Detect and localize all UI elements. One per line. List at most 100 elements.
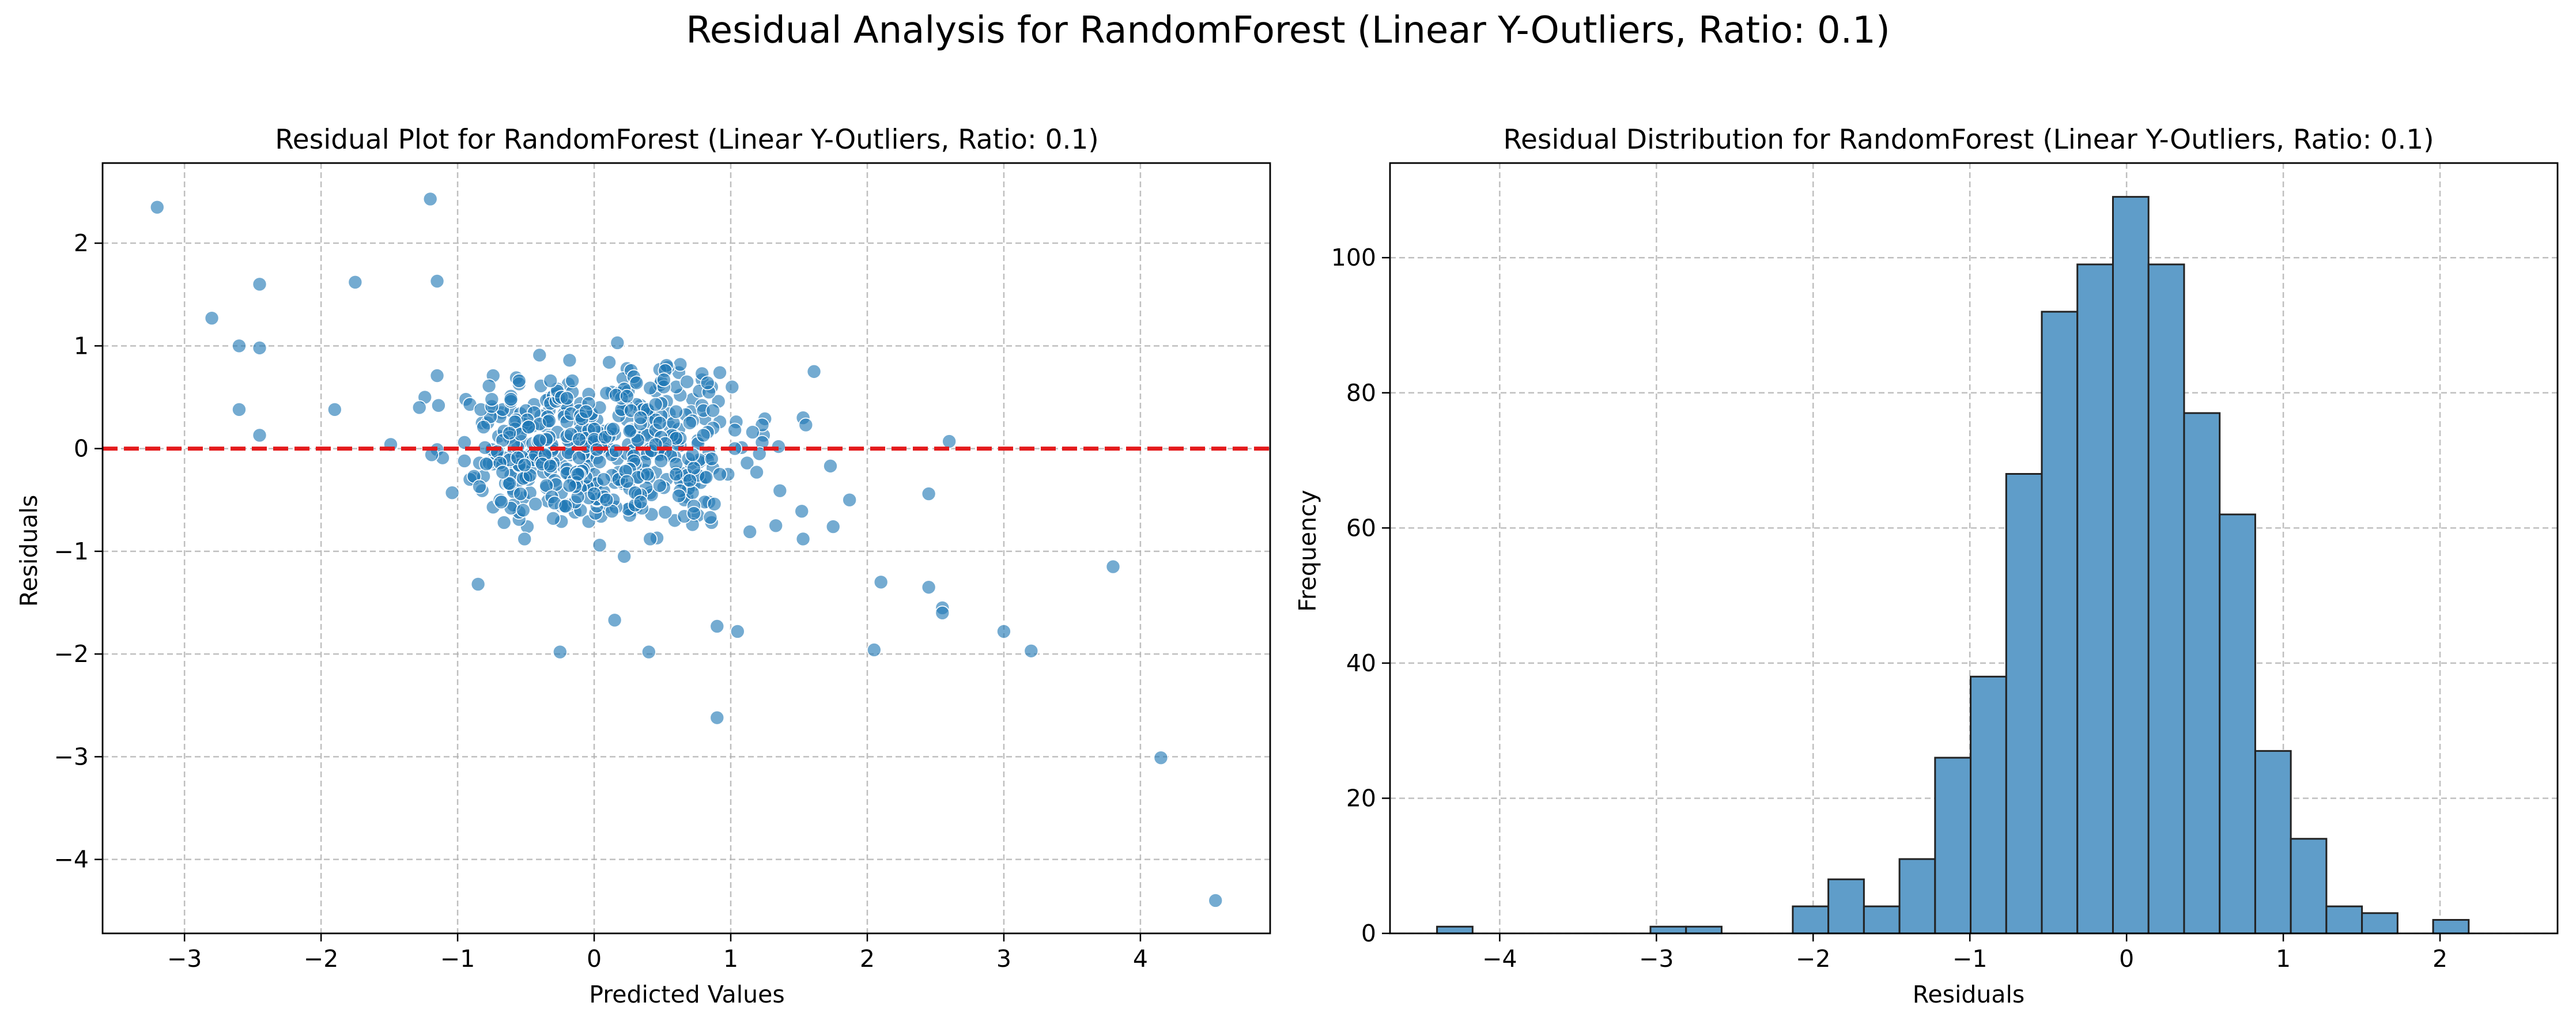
scatter-x-tick-label: 4	[1133, 945, 1148, 973]
scatter-point	[795, 531, 811, 547]
scatter-point	[921, 580, 936, 595]
scatter-point	[633, 494, 648, 510]
scatter-point	[562, 353, 577, 368]
scatter-point	[252, 428, 267, 443]
histogram-x-tick-label: 1	[2276, 945, 2291, 973]
scatter-point	[559, 391, 575, 406]
scatter-y-tick-label: 2	[74, 229, 89, 257]
scatter-point	[671, 488, 686, 504]
scatter-point	[1105, 559, 1121, 574]
scatter-point	[673, 357, 688, 372]
scatter-point	[542, 413, 557, 429]
scatter-point	[232, 402, 247, 417]
scatter-point	[648, 397, 663, 412]
residual-histogram-panel: Residual Distribution for RandomForest (…	[1294, 124, 2559, 1008]
scatter-point	[633, 410, 648, 425]
histogram-y-tick-label: 80	[1346, 379, 1376, 407]
scatter-xlabel: Predicted Values	[589, 981, 784, 1008]
scatter-point	[686, 506, 701, 521]
scatter-point	[700, 375, 715, 391]
residual-scatter-panel: Residual Plot for RandomForest (Linear Y…	[15, 124, 1271, 1008]
scatter-point	[739, 455, 755, 471]
histogram-bar	[1863, 905, 1901, 935]
histogram-bar	[2147, 263, 2185, 935]
scatter-point	[411, 400, 427, 415]
scatter-axes-frame	[101, 162, 1271, 935]
scatter-point	[517, 457, 532, 472]
histogram-axes-frame	[1389, 162, 2559, 935]
scatter-point	[685, 485, 700, 501]
scatter-point	[707, 497, 722, 512]
scatter-point	[622, 423, 637, 439]
histogram-bar	[2076, 263, 2114, 935]
histogram-bar	[2290, 838, 2328, 935]
histogram-bar	[2005, 472, 2043, 935]
histogram-bar	[2112, 196, 2150, 935]
scatter-point	[149, 199, 165, 215]
scatter-point	[457, 435, 472, 450]
scatter-point	[704, 451, 719, 467]
histogram-x-tick-label: −1	[1952, 945, 1987, 973]
scatter-point	[431, 398, 446, 413]
scatter-point	[513, 486, 528, 501]
scatter-point	[543, 373, 558, 388]
histogram-bar	[2432, 919, 2470, 935]
histogram-bar	[2041, 311, 2079, 935]
histogram-bar	[1970, 675, 2007, 935]
scatter-point	[686, 460, 701, 476]
scatter-point	[599, 492, 614, 508]
scatter-point	[942, 434, 957, 449]
scatter-point	[806, 364, 822, 379]
scatter-point	[532, 433, 547, 448]
scatter-x-tick-label: −2	[304, 945, 338, 973]
scatter-point	[252, 341, 267, 355]
scatter-point	[640, 467, 655, 482]
histogram-bar	[2361, 912, 2399, 935]
scatter-point	[749, 464, 764, 480]
scatter-point	[709, 619, 725, 634]
scatter-point	[730, 624, 745, 639]
histogram-bar	[2254, 750, 2292, 935]
scatter-point	[641, 644, 656, 660]
scatter-y-tick-label: 0	[74, 435, 89, 463]
scatter-point	[658, 505, 673, 520]
scatter-point	[592, 538, 607, 553]
scatter-point	[587, 486, 602, 501]
scatter-point	[873, 574, 889, 590]
histogram-x-tick-label: −4	[1482, 945, 1517, 973]
scatter-point	[602, 355, 617, 370]
scatter-point	[921, 486, 936, 501]
scatter-point	[532, 347, 547, 363]
scatter-point	[502, 426, 517, 441]
scatter-point	[668, 467, 684, 482]
scatter-x-tick-label: 3	[996, 945, 1011, 973]
scatter-point	[825, 519, 841, 534]
scatter-point	[592, 454, 607, 470]
scatter-ylabel: Residuals	[15, 495, 43, 607]
scatter-point	[629, 375, 644, 391]
histogram-bar	[1685, 925, 1723, 935]
histogram-xlabel: Residuals	[1913, 981, 2025, 1008]
scatter-point	[705, 403, 721, 418]
scatter-point	[742, 524, 757, 539]
scatter-point	[709, 710, 725, 725]
scatter-point	[935, 606, 950, 621]
scatter-point	[572, 432, 587, 447]
scatter-point	[562, 478, 577, 493]
scatter-point	[620, 474, 634, 489]
scatter-point	[842, 492, 857, 508]
histogram-y-tick-label: 60	[1346, 514, 1376, 542]
scatter-point	[494, 494, 509, 510]
scatter-point	[470, 577, 486, 592]
histogram-bar	[1792, 905, 1830, 935]
scatter-x-tick-label: 2	[860, 945, 875, 973]
scatter-point	[712, 467, 727, 482]
scatter-point	[698, 470, 714, 485]
scatter-x-tick-label: −1	[440, 945, 475, 973]
histogram-bar	[2183, 412, 2221, 935]
scatter-point	[579, 404, 594, 419]
scatter-point	[546, 511, 561, 526]
scatter-point	[668, 404, 684, 419]
scatter-point	[1208, 893, 1223, 908]
